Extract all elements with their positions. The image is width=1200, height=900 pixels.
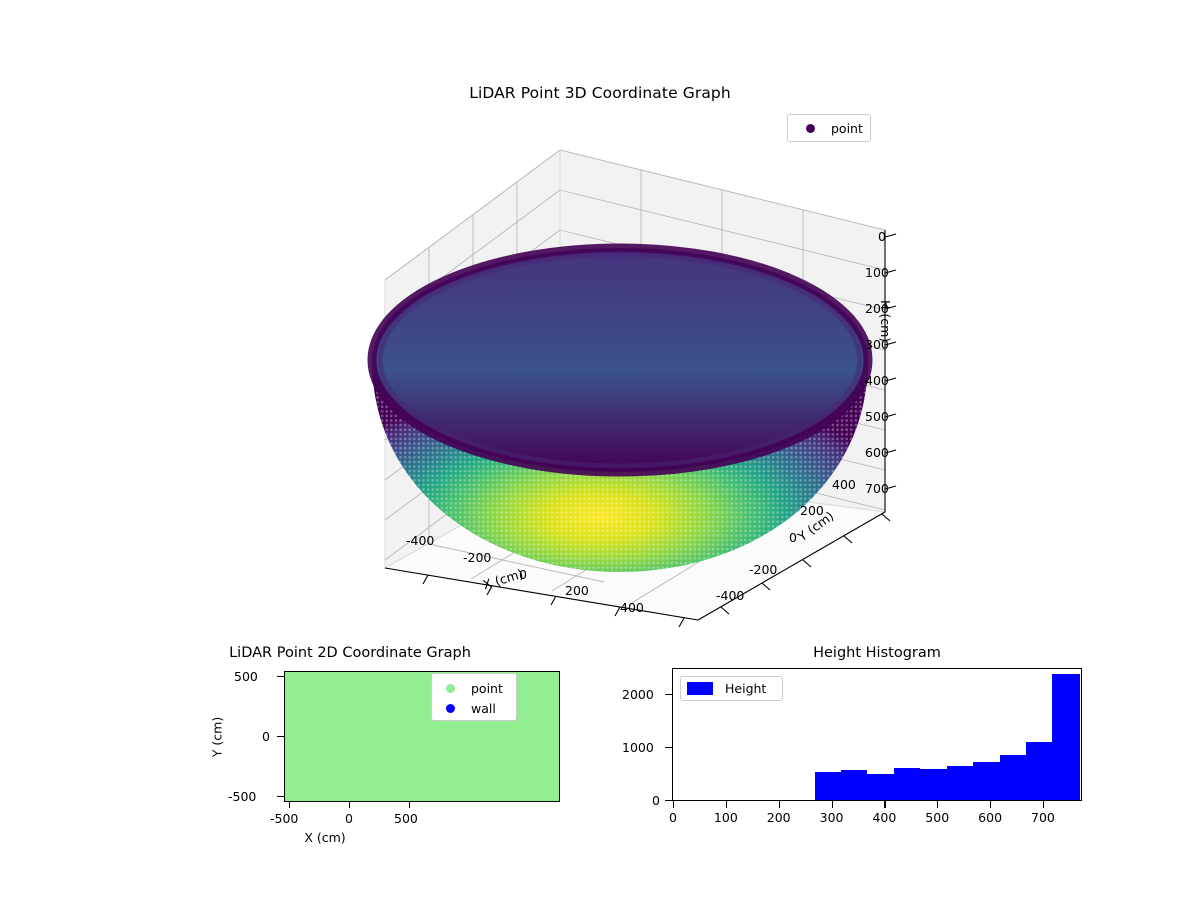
plot3d-ztick: 0	[878, 229, 886, 244]
legend-label: Height	[725, 681, 767, 696]
histogram-bar	[946, 766, 974, 800]
plot3d-zaxis-label: H (cm)	[878, 300, 893, 343]
histogram-bar	[841, 769, 868, 800]
histogram-bar	[999, 755, 1027, 800]
histogram-ytick-mark	[665, 747, 672, 749]
plot2d-xtick: 500	[394, 811, 418, 826]
plot2d-ytick: 0	[262, 729, 270, 744]
plot3d-spines	[384, 230, 886, 621]
plot3d-ztick: 600	[865, 445, 889, 460]
legend-item-point: point	[796, 119, 863, 137]
histogram-xtick: 100	[713, 810, 738, 825]
histogram-bar	[1026, 742, 1053, 800]
histogram-ytick-mark	[665, 694, 672, 696]
histogram-xtick: 400	[872, 810, 897, 825]
plot3d-xtick: 200	[565, 583, 589, 598]
plot3d-ytick: 0	[789, 530, 797, 545]
histogram-ytick: 2000	[622, 687, 654, 702]
plot3d-legend: point	[787, 114, 871, 142]
plot2d-xtick-mark	[409, 801, 411, 808]
histogram-bar	[867, 774, 894, 800]
plot3d-ytick: -200	[749, 562, 778, 577]
plot3d-ytick: 400	[832, 477, 856, 492]
histogram-xtick: 500	[925, 810, 950, 825]
histogram-xtick: 600	[978, 810, 1003, 825]
plot3d-ytick: 200	[800, 503, 824, 518]
wall-marker-icon	[446, 703, 455, 713]
plot2d-title: LiDAR Point 2D Coordinate Graph	[229, 645, 471, 661]
histogram-ytick-mark	[665, 800, 672, 802]
histogram-xtick-mark	[725, 801, 728, 808]
height-swatch-icon	[687, 682, 713, 695]
histogram-bar	[920, 768, 947, 800]
histogram-xtick: 300	[819, 810, 844, 825]
legend-label: wall	[471, 700, 496, 716]
plot2d-ytick: -500	[228, 789, 257, 804]
plot2d-axes[interactable]	[284, 671, 560, 802]
legend-item-wall: wall	[440, 698, 508, 718]
plot2d-yaxis-label: Y (cm)	[209, 716, 225, 758]
plot3d-ztick: 300	[865, 337, 889, 352]
plot3d-xtick: -200	[463, 550, 492, 565]
plot3d-ztick-marks	[884, 233, 897, 490]
point-marker-icon	[446, 683, 455, 693]
plot2d-xaxis-label: X (cm)	[304, 830, 346, 845]
plot3d-ytick: -400	[716, 588, 745, 603]
plot3d-canvas	[367, 149, 897, 628]
histogram-bar	[1052, 674, 1080, 800]
legend-label: point	[831, 120, 863, 136]
plot2d-ytick: 500	[234, 669, 258, 684]
plot2d-legend: point wall	[431, 673, 517, 721]
histogram-title: Height Histogram	[813, 645, 941, 661]
plot3d-ztick: 400	[865, 373, 889, 388]
histogram-bar	[893, 767, 921, 800]
plot2d-point-cloud	[285, 672, 559, 801]
histogram-xtick-mark	[990, 801, 992, 808]
histogram-legend: Height	[680, 676, 783, 701]
legend-label: point	[471, 680, 503, 696]
histogram-xtick: 700	[1031, 810, 1055, 825]
histogram-xtick-mark	[937, 801, 939, 808]
plot3d-xtick: 0	[519, 567, 527, 582]
plot3d-ztick: 500	[865, 409, 889, 424]
lidar-point-cloud	[367, 243, 873, 572]
legend-item-point: point	[440, 678, 508, 698]
plot3d-ytick-marks	[720, 513, 891, 615]
histogram-xtick: 0	[669, 810, 677, 825]
histogram-xtick-mark	[673, 801, 675, 808]
plot3d-xtick-marks	[422, 574, 685, 628]
plot2d-ytick-mark	[277, 796, 284, 798]
histogram-bar	[973, 761, 1000, 800]
plot2d-xtick: -500	[270, 811, 299, 826]
plot3d-ztick: 100	[865, 265, 889, 280]
histogram-xtick: 200	[766, 810, 791, 825]
plot2d-ytick-mark	[277, 676, 284, 678]
plot3d-xtick: -400	[406, 533, 435, 548]
legend-item-height: Height	[687, 680, 776, 697]
histogram-xtick-mark	[778, 801, 780, 808]
plot2d-xtick-mark	[289, 801, 291, 808]
plot3d-title: LiDAR Point 3D Coordinate Graph	[469, 84, 731, 102]
plot2d-xtick-mark	[349, 801, 351, 808]
histogram-xtick-mark	[1042, 801, 1045, 808]
point-marker-icon	[806, 123, 815, 133]
plot3d-ztick: 700	[865, 481, 889, 496]
plot2d-xtick: 0	[345, 811, 353, 826]
histogram-xtick-mark	[831, 801, 833, 808]
plot3d-xtick: 400	[620, 600, 644, 615]
histogram-ytick: 0	[652, 793, 660, 808]
plot2d-ytick-mark	[277, 736, 284, 738]
plot3d-axes[interactable]	[330, 120, 930, 630]
histogram-bar	[814, 772, 842, 800]
plot3d-ztick: 200	[865, 301, 889, 316]
histogram-xtick-mark	[884, 801, 886, 808]
histogram-ytick: 1000	[622, 740, 654, 755]
